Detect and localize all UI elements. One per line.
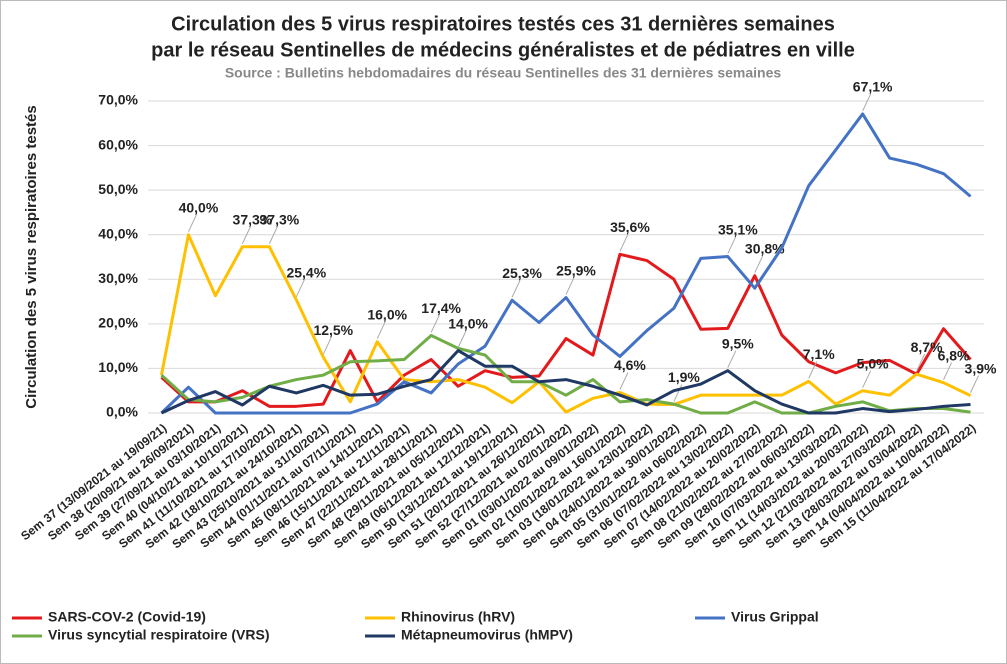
data-label: 9,5% (722, 335, 754, 351)
leader-line (727, 350, 737, 368)
leader-line (862, 370, 872, 388)
data-label: 35,1% (718, 221, 758, 237)
legend-label: Virus Grippal (731, 609, 819, 625)
legend-label: SARS-COV-2 (Covid-19) (48, 609, 206, 625)
chart-subtitle: par le réseau Sentinelles de médecins gé… (151, 39, 855, 61)
leader-line (727, 236, 737, 254)
leader-line (376, 321, 386, 339)
data-label: 8,7% (911, 339, 943, 355)
series-line (160, 112, 972, 415)
leader-line (457, 330, 467, 348)
leader-line (187, 214, 197, 232)
leader-line (322, 337, 332, 355)
leader-line (808, 361, 818, 379)
leader-line (943, 362, 953, 380)
y-tick-label: 50,0% (98, 181, 138, 197)
y-tick-label: 70,0% (98, 92, 138, 108)
data-label: 7,1% (803, 346, 835, 362)
y-tick-label: 60,0% (98, 136, 138, 152)
data-label: 1,9% (668, 369, 700, 385)
series-line (160, 349, 971, 415)
leader-line (970, 375, 979, 393)
leader-line (241, 226, 251, 244)
chart-title: Circulation des 5 virus respiratoires te… (171, 13, 835, 35)
data-label: 37,3% (233, 211, 273, 227)
data-label: 17,4% (421, 300, 461, 316)
data-label: 25,9% (556, 262, 596, 278)
data-label: 16,0% (367, 306, 407, 322)
leader-line (619, 234, 629, 252)
data-label: 67,1% (853, 79, 893, 95)
y-tick-label: 40,0% (98, 225, 138, 241)
legend-label: Rhinovirus (hRV) (401, 609, 515, 625)
data-label: 40,0% (179, 199, 219, 215)
y-axis-label: Circulation des 5 virus respiratoires te… (23, 105, 40, 408)
leader-line (511, 280, 521, 298)
data-label: 25,3% (502, 265, 542, 281)
leader-line (268, 226, 278, 244)
y-tick-label: 0,0% (106, 404, 138, 420)
series-line (160, 333, 971, 415)
legend-label: Métapneumovirus (hMPV) (401, 627, 573, 643)
data-label: 37,3% (260, 211, 300, 227)
data-label: 12,5% (313, 322, 353, 338)
data-label: 14,0% (448, 315, 488, 331)
data-label: 5,0% (857, 355, 889, 371)
y-tick-label: 20,0% (98, 315, 138, 331)
series-line (160, 252, 972, 408)
data-label: 35,6% (610, 219, 650, 235)
y-tick-label: 10,0% (98, 359, 138, 375)
leader-line (619, 372, 629, 390)
leader-line (862, 93, 872, 112)
data-label: 25,4% (286, 264, 326, 280)
legend-label: Virus syncytial respiratoire (VRS) (48, 627, 270, 643)
chart-source: Source : Bulletins hebdomadaires du rése… (225, 65, 782, 81)
leader-line (430, 315, 440, 333)
data-label: 4,6% (614, 357, 646, 373)
leader-line (565, 277, 575, 295)
leader-line (754, 255, 764, 273)
data-label: 3,9% (965, 360, 997, 376)
data-label: 6,8% (938, 347, 970, 363)
leader-line (916, 354, 926, 372)
series-line (160, 233, 972, 414)
leader-line (673, 384, 683, 402)
y-tick-label: 30,0% (98, 270, 138, 286)
data-label: 30,8% (745, 240, 785, 256)
leader-line (295, 279, 305, 298)
